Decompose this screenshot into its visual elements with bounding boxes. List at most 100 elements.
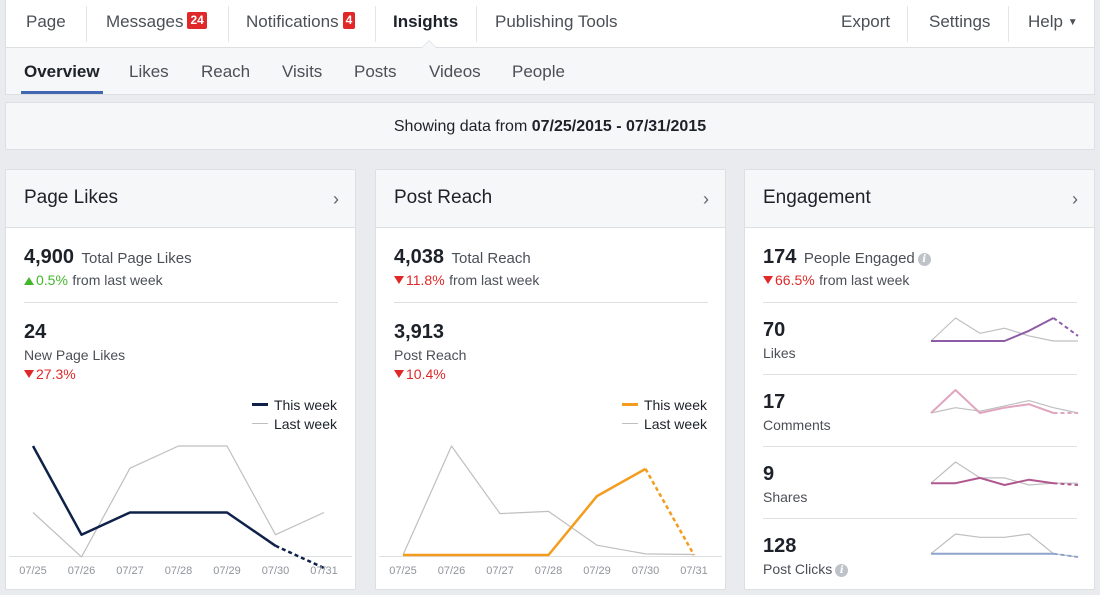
x-tick-label: 07/29 (213, 565, 241, 577)
tab-people[interactable]: People (512, 48, 565, 94)
post-reach-card: Post Reach › 4,038 Total Reach 11.8% fro… (375, 169, 726, 590)
total-page-likes-label: Total Page Likes (81, 250, 192, 267)
comments-sparkline (930, 389, 1079, 414)
nav-help-label: Help (1028, 12, 1063, 31)
legend-label: This week (643, 397, 707, 413)
nav-publishing-tools-label: Publishing Tools (495, 12, 618, 31)
change-suffix: from last week (72, 272, 163, 288)
last-week-line (402, 445, 695, 556)
sparkline-this-week (931, 476, 1054, 486)
legend-last-week: Last week (621, 416, 707, 432)
page-likes-chart (31, 445, 325, 570)
x-tick-label: 07/26 (437, 565, 466, 577)
page-likes-card: Page Likes › 4,900 Total Page Likes 0.5%… (5, 169, 356, 590)
divider (763, 302, 1077, 303)
tab-videos[interactable]: Videos (429, 48, 481, 94)
arrow-down-icon (394, 370, 404, 378)
x-tick-label: 07/28 (164, 565, 193, 577)
post-reach-value: 3,913 (394, 321, 445, 343)
nav-divider (1008, 6, 1009, 42)
nav-settings-label: Settings (929, 12, 991, 31)
people-engaged-label: People Engaged (803, 250, 915, 267)
people-engaged-value: 174 (763, 246, 797, 268)
new-page-likes-change: 27.3% (36, 366, 76, 382)
post-clicks-label: Post Clicks (763, 561, 833, 577)
active-tab-caret (421, 40, 437, 48)
legend-this-week: This week (251, 397, 337, 413)
likes-sparkline (930, 317, 1079, 342)
x-tick-label: 07/29 (583, 565, 611, 577)
date-range-bar: Showing data from 07/25/2015 - 07/31/201… (5, 102, 1095, 150)
change-suffix: from last week (449, 272, 540, 288)
page-likes-title: Page Likes (24, 187, 119, 208)
change-suffix: from last week (819, 272, 910, 288)
post-reach-header[interactable]: Post Reach › (376, 170, 725, 228)
nav-notifications-label: Notifications (246, 12, 339, 31)
arrow-down-icon (394, 276, 404, 284)
total-reach-change: 11.8% (406, 272, 445, 288)
nav-export[interactable]: Export (841, 0, 890, 47)
tab-visits[interactable]: Visits (282, 48, 322, 94)
legend-last-week: Last week (251, 416, 337, 432)
nav-messages[interactable]: Messages 24 (106, 0, 207, 47)
tab-overview[interactable]: Overview (21, 48, 103, 94)
nav-help[interactable]: Help ▼ (1028, 0, 1078, 47)
nav-insights[interactable]: Insights (393, 0, 458, 47)
this-week-line (31, 445, 277, 547)
arrow-down-icon (763, 276, 773, 284)
engagement-header[interactable]: Engagement › (745, 170, 1094, 228)
nav-divider (86, 6, 87, 42)
nav-settings[interactable]: Settings (929, 0, 990, 47)
people-engaged-change: 66.5% (775, 272, 815, 288)
nav-page[interactable]: Page (26, 0, 66, 47)
likes-label: Likes (763, 345, 796, 361)
post-reach-title: Post Reach (394, 187, 493, 208)
x-tick-label: 07/30 (631, 565, 660, 577)
post-clicks-sparkline (930, 533, 1079, 558)
chevron-right-icon[interactable]: › (1072, 189, 1078, 209)
legend-swatch (251, 423, 268, 424)
tab-posts-label: Posts (354, 62, 397, 81)
legend-swatch (251, 403, 268, 406)
nav-publishing-tools[interactable]: Publishing Tools (495, 0, 618, 47)
last-week-line (32, 445, 325, 558)
post-reach-change: 10.4% (406, 366, 446, 382)
legend-label: Last week (643, 416, 707, 432)
arrow-down-icon (24, 370, 34, 378)
shares-sparkline (930, 461, 1079, 486)
x-axis-line (379, 556, 722, 557)
total-reach-value: 4,038 (394, 246, 445, 268)
x-tick-label: 07/30 (261, 565, 290, 577)
post-reach-chart (402, 445, 696, 557)
legend-swatch (621, 423, 638, 424)
total-reach-label: Total Reach (451, 250, 531, 267)
comments-label: Comments (763, 417, 831, 433)
post-clicks-value: 128 (763, 535, 797, 557)
tab-posts[interactable]: Posts (354, 48, 397, 94)
chevron-right-icon[interactable]: › (333, 189, 339, 209)
x-tick-label: 07/28 (534, 565, 563, 577)
legend-label: This week (273, 397, 337, 413)
nav-divider (228, 6, 229, 42)
chevron-right-icon[interactable]: › (703, 189, 709, 209)
tab-likes[interactable]: Likes (129, 48, 169, 94)
x-tick-label: 07/27 (116, 565, 144, 577)
engagement-title: Engagement (763, 187, 871, 208)
shares-label: Shares (763, 489, 808, 505)
sparkline-last-week (930, 400, 1079, 414)
shares-value: 9 (763, 463, 775, 485)
nav-notifications[interactable]: Notifications 4 (246, 0, 356, 47)
x-tick-label: 07/31 (680, 565, 708, 577)
total-page-likes-change: 0.5% (36, 272, 68, 288)
divider (24, 302, 338, 303)
info-icon[interactable]: i (917, 253, 931, 266)
top-nav: Page Messages 24 Notifications 4 Insights … (5, 0, 1095, 48)
this-week-line-partial-segment (274, 544, 325, 570)
tab-reach[interactable]: Reach (201, 48, 250, 94)
divider (763, 446, 1077, 447)
divider (394, 302, 708, 303)
page-likes-header[interactable]: Page Likes › (6, 170, 355, 228)
nav-divider (907, 6, 908, 42)
this-week-line (403, 467, 647, 557)
info-icon[interactable]: i (835, 564, 849, 577)
